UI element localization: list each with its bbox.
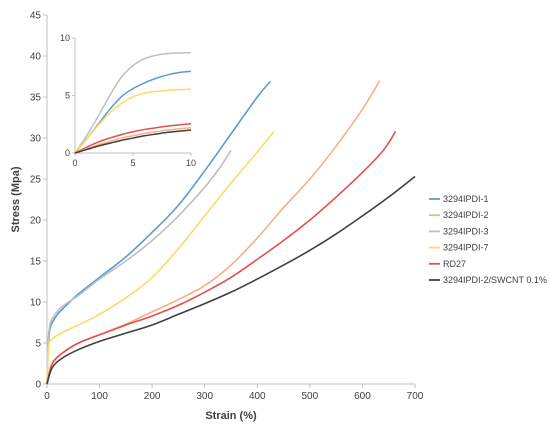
- legend-label: 3294IPDI-2/SWCNT 0.1%: [443, 275, 547, 285]
- x-tick-label: 300: [196, 391, 213, 402]
- y-tick-label: 0: [35, 380, 41, 391]
- y-tick-label: 25: [30, 175, 42, 186]
- series-line-3294ipdi-7: [46, 130, 275, 385]
- inset-series-line-1: [74, 51, 192, 154]
- inset-x-tick-label: 10: [186, 158, 196, 168]
- x-tick-label: 400: [249, 391, 266, 402]
- y-tick-label: 40: [30, 52, 42, 63]
- inset-plot: 0 5 10 0 5 10: [60, 33, 196, 168]
- x-tick-label: 200: [144, 391, 161, 402]
- legend-label: RD27: [443, 259, 466, 269]
- legend-label: 3294IPDI-1: [443, 194, 489, 204]
- x-tick-label: 100: [91, 391, 108, 402]
- inset-series-line-2: [74, 88, 192, 154]
- y-tick-label: 20: [30, 216, 42, 227]
- series-line-3294ipdi-3: [46, 149, 232, 385]
- legend: 3294IPDI-1 3294IPDI-2 3294IPDI-3 3294IPDI-7…: [429, 194, 547, 285]
- x-tick-label: 600: [354, 391, 371, 402]
- x-axis-title: Strain (%): [205, 410, 257, 422]
- x-tick-label: 0: [44, 391, 50, 402]
- inset-x-tick-label: 0: [72, 158, 77, 168]
- y-tick-label: 45: [30, 11, 42, 22]
- y-tick-label: 10: [30, 298, 42, 309]
- inset-y-tick-label: 5: [65, 91, 70, 101]
- inset-x-tick-label: 5: [130, 158, 135, 168]
- legend-label: 3294IPDI-7: [443, 243, 489, 253]
- inset-y-tick-label: 0: [65, 148, 70, 158]
- y-tick-label: 30: [30, 134, 42, 145]
- y-tick-label: 5: [35, 339, 41, 350]
- series-line-3294ipdi-2-swcnt-0-1-: [46, 175, 416, 385]
- main-plot: 0 100 200 300 400 500 600 700051015202530354045…: [10, 11, 424, 423]
- inset-background: [74, 36, 192, 154]
- inset-series-line-3: [74, 122, 192, 154]
- x-tick-label: 700: [407, 391, 424, 402]
- y-axis-title: Stress (Mpa): [10, 166, 22, 232]
- y-tick-label: 35: [30, 93, 42, 104]
- series-line-rd27: [46, 131, 397, 385]
- legend-label: 3294IPDI-3: [443, 226, 489, 236]
- legend-label: 3294IPDI-2: [443, 210, 489, 220]
- y-tick-label: 15: [30, 257, 42, 268]
- inset-series-line-4: [74, 126, 192, 154]
- x-tick-label: 500: [302, 391, 319, 402]
- inset-series-line-5: [74, 129, 192, 154]
- inset-y-tick-label: 10: [60, 33, 70, 43]
